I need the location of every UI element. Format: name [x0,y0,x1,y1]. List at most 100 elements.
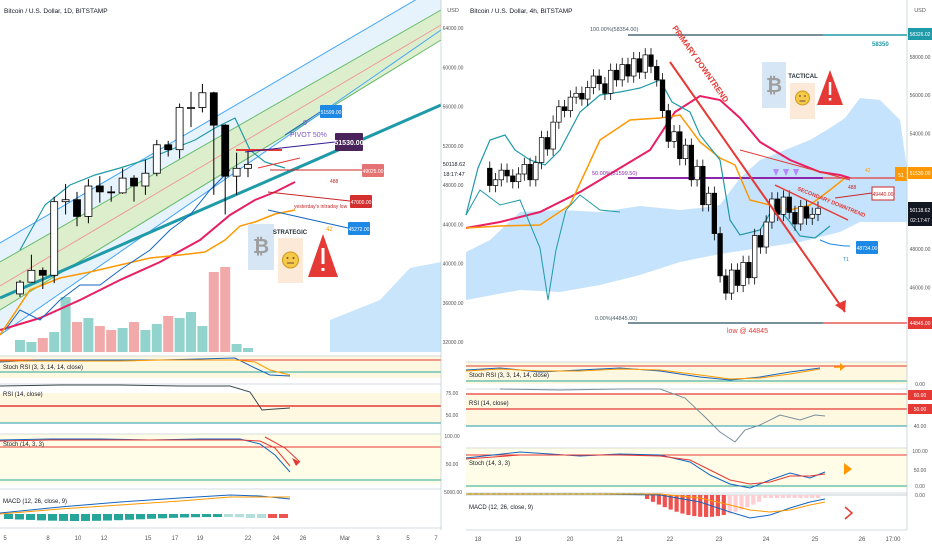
left-candle[interactable] [244,163,252,169]
left-candle[interactable] [107,191,116,194]
right-price-axis[interactable]: USD 58000.0056000.0054000.0052000.005000… [906,0,932,550]
right-macd-pane[interactable]: MACD (12, 26, close, 9) [466,492,907,526]
right-candle[interactable] [671,131,677,142]
right-candle[interactable] [556,106,562,123]
right-stoch-rsi-pane[interactable]: Stoch RSI (3, 3, 14, 14, close) [465,361,907,384]
left-chart[interactable]: 0 PIVOT 50% 51530.00 51599.00 49025.00 4… [0,0,442,542]
right-candle[interactable] [527,164,533,181]
right-candle[interactable] [792,212,798,225]
right-candle[interactable] [677,131,683,159]
right-candle[interactable] [487,167,493,186]
right-candle[interactable] [608,69,614,94]
left-candle[interactable] [61,199,70,203]
right-candle[interactable] [498,169,504,181]
left-candle[interactable] [118,177,127,194]
right-candle[interactable] [659,79,666,111]
left-candle[interactable] [175,107,184,151]
right-candle[interactable] [705,192,712,206]
left-candle[interactable] [38,269,47,276]
left-candle[interactable] [221,124,230,177]
price-box-51530[interactable]: 51530.00 [334,133,364,151]
right-candle[interactable] [567,96,574,111]
left-candle[interactable] [232,167,241,177]
left-candle[interactable] [198,92,207,108]
box-45272[interactable]: 45272.00 [348,222,370,235]
right-candle[interactable] [642,54,648,73]
left-candle[interactable] [84,185,93,217]
right-candle[interactable] [752,235,758,279]
right-candle[interactable] [648,54,654,67]
right-candle[interactable] [740,262,746,286]
right-candle[interactable] [625,64,631,77]
right-candle[interactable] [711,192,717,234]
right-candle[interactable] [665,110,671,142]
right-candle[interactable] [544,137,550,150]
left-trendline[interactable] [0,103,442,300]
left-rsi-pane[interactable]: RSI (14, close) [0,383,441,427]
right-candle[interactable] [590,75,597,88]
left-candle[interactable] [152,144,161,174]
right-candle[interactable] [538,137,545,163]
right-candle[interactable] [757,235,764,248]
box-49440[interactable]: 49440.00 [871,186,895,201]
right-candle[interactable] [734,269,741,286]
left-candle[interactable] [130,177,138,187]
right-candle[interactable] [619,64,625,81]
left-candle[interactable] [27,269,36,283]
left-candle[interactable] [141,172,150,187]
right-candle[interactable] [717,233,723,277]
right-candle[interactable] [613,69,620,81]
right-candle[interactable] [694,165,700,181]
box-47000[interactable]: 47000.00 [350,195,372,208]
left-candle[interactable] [209,92,218,126]
left-stoch-pane[interactable]: Stoch (14, 3, 3) [0,433,441,484]
right-candle[interactable] [579,92,585,100]
right-candle[interactable] [688,144,694,181]
left-candle[interactable] [187,107,195,109]
left-macd-pane[interactable]: MACD (12, 26, close, 9) [0,488,441,523]
right-candle[interactable] [682,144,689,159]
right-candle[interactable] [492,179,499,186]
left-candle[interactable] [73,199,81,217]
right-candle[interactable] [763,221,769,248]
right-candle[interactable] [550,121,556,150]
box-51599[interactable]: 51599.00 [320,105,342,118]
right-candle[interactable] [521,164,527,175]
right-candle[interactable] [809,214,815,219]
right-candle[interactable] [596,75,602,85]
box-49025[interactable]: 49025.00 [362,164,384,177]
middle-price-axis[interactable]: USD 64000.00 60000.00 56000.00 52000.00 4800… [440,0,466,550]
left-candle[interactable] [95,185,104,193]
right-candle[interactable] [815,207,821,215]
right-candle[interactable] [504,169,510,177]
right-candle[interactable] [700,165,706,206]
left-candle[interactable] [50,201,59,276]
right-candle[interactable] [798,206,804,225]
left-candle[interactable] [16,281,24,295]
right-candle[interactable] [780,196,787,215]
box-48734[interactable]: 48734.00 [856,241,878,254]
right-candle[interactable] [728,269,735,294]
right-candle[interactable] [723,275,729,294]
left-candles[interactable] [16,83,252,297]
right-candle[interactable] [786,196,792,213]
right-candle[interactable] [631,58,637,77]
right-candle[interactable] [654,66,660,81]
right-candle[interactable] [533,162,539,181]
right-candle[interactable] [636,58,643,73]
right-candle[interactable] [561,106,568,111]
left-candle[interactable] [164,144,173,151]
right-candle[interactable] [602,83,608,94]
right-candle[interactable] [510,175,516,183]
right-candle[interactable] [585,87,591,100]
right-candle[interactable] [803,206,810,219]
secondary-downtrend-line[interactable] [774,184,849,221]
right-candle[interactable] [746,262,752,279]
primary-downtrend-line[interactable] [669,61,846,313]
left-stoch-rsi-pane[interactable]: Stoch RSI (3, 3, 14, 14, close) [0,355,441,378]
right-chart[interactable]: PRIMARY DOWNTREND SECONDARY DOWNTREND 10… [465,0,907,543]
right-stoch-pane[interactable]: Stoch (14, 3, 3) [465,447,907,489]
right-candle[interactable] [573,92,579,98]
right-candles[interactable] [487,48,821,300]
